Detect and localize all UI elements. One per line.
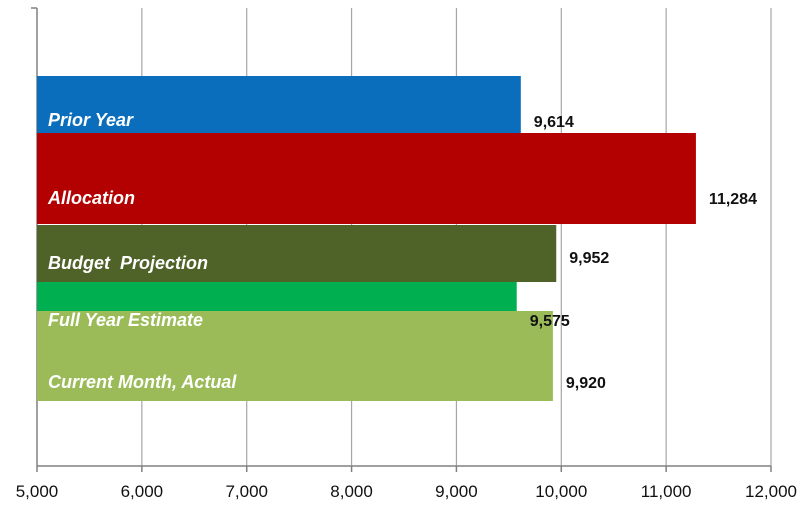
bar-category-label: Allocation (47, 188, 135, 208)
x-tick-label: 6,000 (121, 482, 164, 501)
bar-allocation (37, 133, 696, 224)
bar-value-label: 9,952 (569, 250, 609, 267)
x-tick-label: 11,000 (641, 482, 692, 501)
x-axis: 5,000 6,000 7,000 8,000 9,000 10,000 11,000 12,… (16, 465, 797, 501)
labels: Prior Year 9,614 Allocation 11,284 Budget Pr… (47, 110, 757, 392)
bar-category-label: Full Year Estimate (48, 310, 203, 330)
bar-category-label: Prior Year (48, 110, 134, 130)
x-tick-label: 7,000 (225, 482, 268, 501)
x-tick-label: 12,000 (745, 482, 797, 501)
x-tick-label: 9,000 (435, 482, 478, 501)
x-tick-label: 5,000 (16, 482, 59, 501)
bar-value-label: 9,575 (530, 313, 570, 330)
bar-value-label: 9,614 (534, 114, 574, 131)
bar-category-label: Budget Projection (48, 253, 208, 273)
bar-value-label: 11,284 (709, 191, 757, 208)
x-tick-label: 10,000 (535, 482, 587, 501)
bar-category-label: Current Month, Actual (48, 372, 237, 392)
bar-current-month-actual (37, 311, 553, 401)
bars (37, 76, 696, 401)
bar-value-label: 9,920 (566, 375, 606, 392)
bar-budget-projection (37, 225, 557, 282)
x-tick-label: 8,000 (330, 482, 373, 501)
